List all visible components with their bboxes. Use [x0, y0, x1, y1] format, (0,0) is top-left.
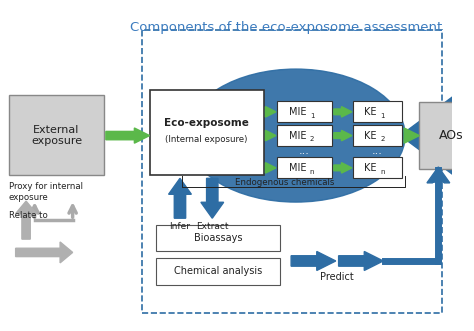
Bar	[419, 102, 474, 169]
Text: n: n	[380, 169, 384, 175]
Polygon shape	[338, 252, 383, 270]
Text: 1: 1	[380, 113, 384, 118]
Bar	[353, 125, 402, 146]
Text: KE: KE	[364, 107, 376, 117]
Text: 2: 2	[380, 136, 384, 142]
Polygon shape	[334, 163, 352, 173]
Bar	[353, 158, 402, 178]
Text: ...: ...	[372, 146, 383, 156]
Bar	[277, 101, 332, 122]
Text: MIE: MIE	[289, 130, 307, 141]
Text: Relate to: Relate to	[9, 211, 48, 220]
Polygon shape	[291, 252, 336, 270]
Text: n: n	[310, 169, 314, 175]
Polygon shape	[169, 178, 191, 218]
Polygon shape	[16, 242, 73, 263]
Text: Components of the eco-exposome assessment: Components of the eco-exposome assessmen…	[130, 21, 443, 34]
Text: 1: 1	[310, 113, 314, 118]
Text: KE: KE	[364, 163, 376, 173]
Text: KE: KE	[364, 130, 376, 141]
Text: Proxy for internal
exposure: Proxy for internal exposure	[9, 182, 83, 202]
Text: Chemical analysis: Chemical analysis	[174, 266, 262, 276]
Bar	[277, 125, 332, 146]
Text: AOs: AOs	[439, 129, 464, 142]
Text: External
exposure: External exposure	[31, 125, 82, 146]
Bar	[150, 90, 264, 175]
Text: MIE: MIE	[289, 107, 307, 117]
Text: Predict: Predict	[320, 272, 354, 282]
Polygon shape	[265, 130, 276, 141]
Polygon shape	[404, 128, 419, 143]
Bar	[156, 225, 280, 252]
Text: 2: 2	[310, 136, 314, 142]
Polygon shape	[106, 128, 150, 143]
Bar	[156, 258, 280, 285]
Text: MIE: MIE	[289, 163, 307, 173]
Polygon shape	[16, 201, 36, 239]
Text: Bioassays: Bioassays	[194, 233, 242, 243]
Polygon shape	[265, 107, 276, 117]
Text: ...: ...	[299, 146, 310, 156]
Polygon shape	[201, 178, 224, 218]
Ellipse shape	[187, 69, 405, 202]
Bar	[277, 158, 332, 178]
Text: Eco-exposome: Eco-exposome	[164, 118, 249, 128]
Polygon shape	[427, 167, 450, 183]
Text: Endogenous chemicals: Endogenous chemicals	[235, 178, 334, 187]
Polygon shape	[265, 163, 276, 173]
Text: (Internal exposure): (Internal exposure)	[165, 135, 248, 144]
Polygon shape	[401, 86, 467, 185]
Text: Infer: Infer	[170, 222, 191, 231]
Polygon shape	[334, 130, 352, 141]
Bar	[142, 30, 442, 313]
Polygon shape	[334, 107, 352, 117]
Bar	[353, 101, 402, 122]
Text: Extract: Extract	[196, 222, 228, 231]
Bar	[9, 95, 104, 175]
